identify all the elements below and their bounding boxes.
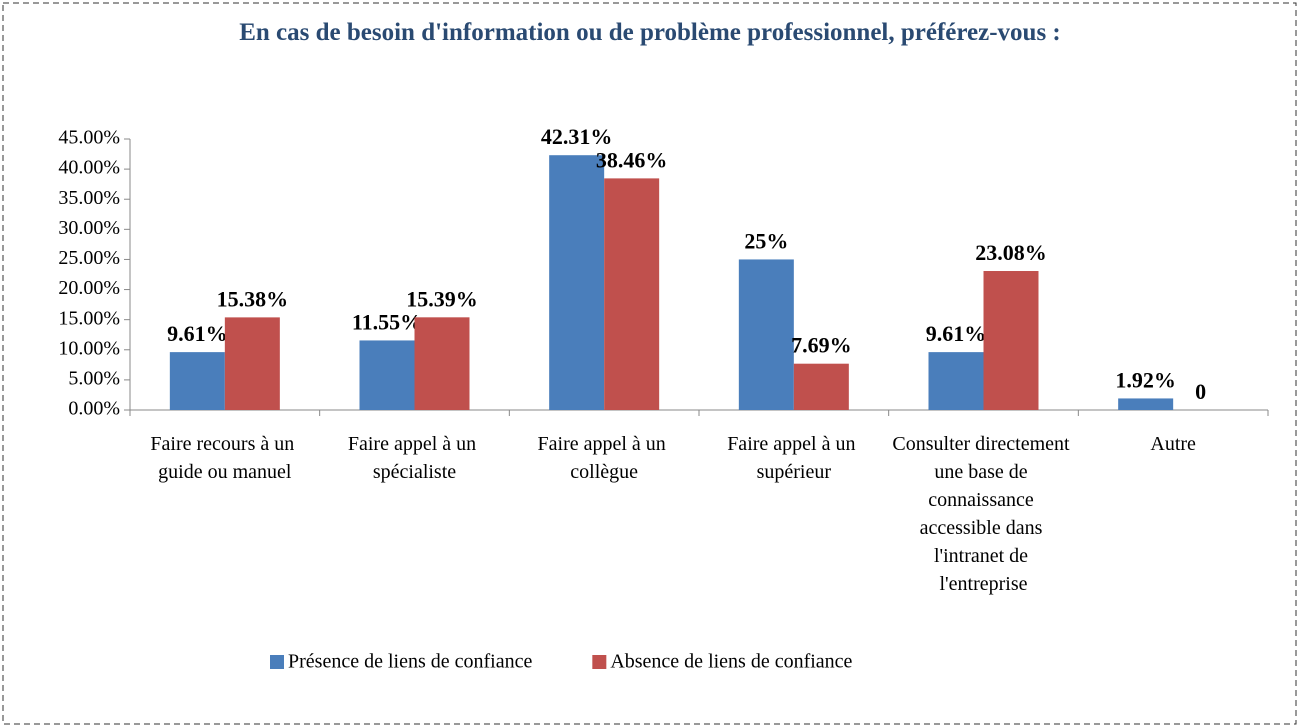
y-tick-label: 35.00% [58, 187, 120, 209]
data-label: 0 [1195, 379, 1206, 404]
x-tick-label: Faire appel à un supérieur [727, 433, 860, 483]
bar [549, 155, 605, 410]
bar [414, 317, 470, 410]
legend-label: Présence de liens de confiance [288, 651, 532, 673]
data-label: 1.92% [1115, 367, 1176, 392]
bar [359, 340, 415, 410]
bar [738, 259, 794, 410]
bar [224, 317, 280, 410]
legend-swatch [270, 655, 284, 669]
y-tick-label: 10.00% [58, 337, 120, 359]
y-tick-label: 15.00% [58, 307, 120, 329]
y-tick-label: 45.00% [58, 127, 120, 149]
y-tick-label: 5.00% [68, 367, 120, 389]
legend-label: Absence de liens de confiance [610, 651, 852, 673]
y-tick-label: 0.00% [68, 398, 120, 420]
data-label: 15.39% [406, 286, 478, 311]
bar [793, 363, 849, 410]
x-tick-label: Consulter directement une base de connai… [892, 433, 1074, 595]
x-tick-label: Faire recours à un guide ou manuel [150, 433, 299, 483]
data-label: 15.38% [217, 286, 289, 311]
data-label: 9.61% [926, 321, 987, 346]
bar [604, 178, 660, 410]
bar [983, 271, 1039, 410]
y-tick-label: 25.00% [58, 247, 120, 269]
data-label: 25% [744, 228, 788, 253]
y-tick-label: 40.00% [58, 157, 120, 179]
legend-swatch [592, 655, 607, 669]
data-label: 11.55% [352, 309, 422, 334]
data-label: 9.61% [167, 321, 228, 346]
bar [1118, 398, 1174, 410]
y-tick-label: 20.00% [58, 277, 120, 299]
x-tick-label: Faire appel à un collègue [538, 433, 671, 483]
chart-title: En cas de besoin d'information ou de pro… [239, 19, 1061, 46]
x-tick-label: Autre [1150, 433, 1196, 455]
bar [928, 352, 984, 410]
bar [169, 352, 225, 410]
data-label: 38.46% [596, 147, 668, 172]
x-tick-label: Faire appel à un spécialiste [348, 433, 481, 483]
y-tick-label: 30.00% [58, 217, 120, 239]
data-label: 23.08% [975, 240, 1047, 265]
data-label: 7.69% [791, 333, 852, 358]
data-label: 42.31% [541, 124, 613, 149]
